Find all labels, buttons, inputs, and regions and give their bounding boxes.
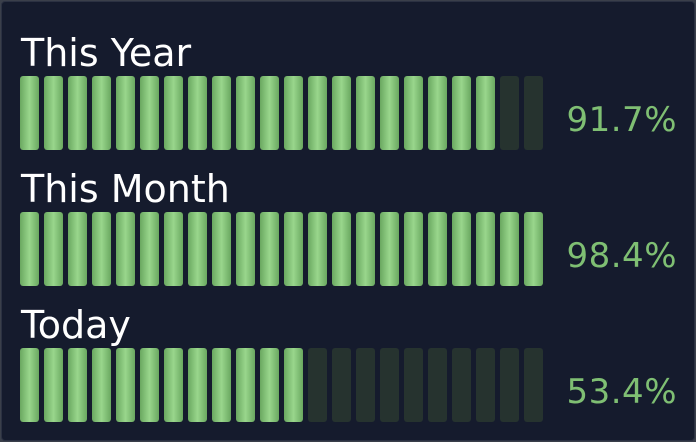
segmented-bar <box>20 348 543 422</box>
bar-segment-filled <box>380 212 399 286</box>
bar-segment-filled <box>284 212 303 286</box>
bar-segment-filled <box>428 212 447 286</box>
bar-segment-filled <box>164 348 183 422</box>
bar-segment-filled <box>332 212 351 286</box>
bar-segment-empty <box>356 348 375 422</box>
bar-segment-filled <box>188 212 207 286</box>
bar-segment-filled <box>236 348 255 422</box>
bar-segment-empty <box>332 348 351 422</box>
bar-segment-filled <box>236 76 255 150</box>
gauge-row-month: This Month 98.4% <box>20 166 680 296</box>
bar-segment-filled <box>452 212 471 286</box>
bar-segment-filled <box>20 76 39 150</box>
gauge-label: Today <box>21 303 131 347</box>
bar-segment-filled <box>500 212 519 286</box>
bar-segment-filled <box>188 348 207 422</box>
bar-segment-filled <box>164 212 183 286</box>
bar-segment-filled <box>164 76 183 150</box>
gauge-row-year: This Year 91.7% <box>20 30 680 160</box>
bar-segment-empty <box>452 348 471 422</box>
bar-segment-empty <box>524 76 543 150</box>
bar-segment-filled <box>68 76 87 150</box>
gauge-row-today: Today 53.4% <box>20 302 680 432</box>
bar-segment-filled <box>20 212 39 286</box>
bar-segment-filled <box>404 76 423 150</box>
bar-segment-filled <box>476 76 495 150</box>
bar-segment-empty <box>500 76 519 150</box>
bar-segment-filled <box>188 76 207 150</box>
bar-segment-empty <box>500 348 519 422</box>
bar-segment-empty <box>404 348 423 422</box>
bar-segment-filled <box>212 76 231 150</box>
segmented-bar <box>20 76 543 150</box>
bar-segment-filled <box>68 212 87 286</box>
gauge-percent: 91.7% <box>566 100 677 140</box>
bar-segment-filled <box>116 348 135 422</box>
bar-segment-empty <box>524 348 543 422</box>
bar-segment-filled <box>308 212 327 286</box>
bar-segment-filled <box>116 76 135 150</box>
bar-segment-filled <box>44 212 63 286</box>
bar-segment-filled <box>92 212 111 286</box>
bar-segment-filled <box>140 76 159 150</box>
bar-segment-filled <box>260 212 279 286</box>
bar-segment-filled <box>68 348 87 422</box>
bar-segment-filled <box>452 76 471 150</box>
gauge-percent: 98.4% <box>566 236 677 276</box>
bar-segment-filled <box>212 212 231 286</box>
bar-segment-filled <box>524 212 543 286</box>
bar-segment-filled <box>356 212 375 286</box>
bar-segment-filled <box>332 76 351 150</box>
bar-segment-filled <box>260 76 279 150</box>
bar-segment-filled <box>356 76 375 150</box>
bar-segment-filled <box>476 212 495 286</box>
segmented-bar <box>20 212 543 286</box>
bar-segment-filled <box>404 212 423 286</box>
bar-segment-filled <box>380 76 399 150</box>
bar-segment-filled <box>140 348 159 422</box>
bar-segment-filled <box>212 348 231 422</box>
gauge-label: This Month <box>21 167 230 211</box>
bar-segment-filled <box>92 348 111 422</box>
bar-segment-filled <box>284 348 303 422</box>
bar-segment-filled <box>92 76 111 150</box>
bar-segment-filled <box>140 212 159 286</box>
bar-segment-filled <box>284 76 303 150</box>
bar-segment-empty <box>308 348 327 422</box>
bar-segment-filled <box>260 348 279 422</box>
bar-segment-empty <box>428 348 447 422</box>
gauge-label: This Year <box>21 31 192 75</box>
bar-segment-filled <box>308 76 327 150</box>
gauge-percent: 53.4% <box>566 372 677 412</box>
bar-segment-filled <box>20 348 39 422</box>
bar-segment-empty <box>380 348 399 422</box>
bar-segment-filled <box>44 348 63 422</box>
bar-segment-filled <box>428 76 447 150</box>
bar-segment-empty <box>476 348 495 422</box>
bar-segment-filled <box>44 76 63 150</box>
bar-segment-filled <box>116 212 135 286</box>
bar-segment-filled <box>236 212 255 286</box>
